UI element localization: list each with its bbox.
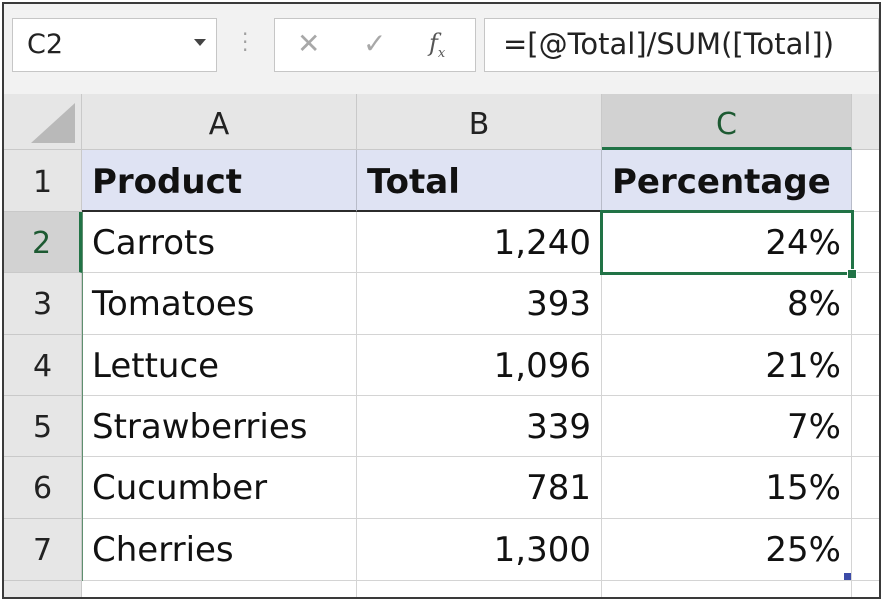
cell-b2[interactable]: 1,240 [357, 212, 602, 273]
cell-c5[interactable]: 7% [602, 396, 852, 457]
formula-input[interactable]: =[@Total]/SUM([Total]) [484, 18, 879, 72]
cell-b1[interactable]: Total [357, 150, 602, 212]
cell-d7[interactable] [852, 519, 879, 581]
cell-c6[interactable]: 15% [602, 457, 852, 519]
formula-text: =[@Total]/SUM([Total]) [503, 27, 835, 61]
row-header-6[interactable]: 6 [4, 457, 82, 519]
worksheet-grid: A B C 1 2 3 4 5 6 7 Product Total Percen… [4, 94, 879, 597]
cell-d1[interactable] [852, 150, 879, 212]
fx-sub: x [437, 45, 446, 61]
cell-b7[interactable]: 1,300 [357, 519, 602, 581]
cell-a4[interactable]: Lettuce [82, 335, 357, 396]
cell-a7[interactable]: Cherries [82, 519, 357, 581]
enter-icon[interactable]: ✓ [363, 27, 387, 60]
cell-b6[interactable]: 781 [357, 457, 602, 519]
row-header-3[interactable]: 3 [4, 273, 82, 335]
formula-buttons: ✕ ✓ fx [274, 18, 476, 72]
cell-c1[interactable]: Percentage [602, 150, 852, 212]
cell-a5[interactable]: Strawberries [82, 396, 357, 457]
cell-a2[interactable]: Carrots [82, 212, 357, 273]
chevron-down-icon[interactable] [194, 39, 206, 46]
row-header-2[interactable]: 2 [4, 212, 82, 273]
cancel-icon[interactable]: ✕ [297, 27, 321, 60]
cell-d2[interactable] [852, 212, 879, 273]
cell-d4[interactable] [852, 335, 879, 396]
cell-c4[interactable]: 21% [602, 335, 852, 396]
cell-c3[interactable]: 8% [602, 273, 852, 335]
table-resize-handle[interactable] [844, 573, 851, 580]
cell-b8[interactable] [357, 581, 602, 597]
cell-c2[interactable]: 24% [602, 212, 852, 273]
row-header-7[interactable]: 7 [4, 519, 82, 581]
cell-d5[interactable] [852, 396, 879, 457]
cell-a3[interactable]: Tomatoes [82, 273, 357, 335]
row-header-1[interactable]: 1 [4, 150, 82, 212]
cell-c7[interactable]: 25% [602, 519, 852, 581]
cell-d3[interactable] [852, 273, 879, 335]
cell-a8[interactable] [82, 581, 357, 597]
cell-b4[interactable]: 1,096 [357, 335, 602, 396]
name-box[interactable]: C2 [12, 18, 217, 72]
select-all-icon [31, 103, 75, 143]
cell-b5[interactable]: 339 [357, 396, 602, 457]
cell-a1[interactable]: Product [82, 150, 357, 212]
column-header-a[interactable]: A [82, 94, 357, 150]
row-header-4[interactable]: 4 [4, 335, 82, 396]
fill-handle[interactable] [847, 269, 857, 279]
cell-b3[interactable]: 393 [357, 273, 602, 335]
cell-c8[interactable] [602, 581, 852, 597]
column-header-b[interactable]: B [357, 94, 602, 150]
row-header-8[interactable] [4, 581, 82, 597]
column-header-c[interactable]: C [602, 94, 852, 150]
name-box-value: C2 [27, 29, 64, 60]
table-left-edge [82, 212, 83, 581]
row-header-5[interactable]: 5 [4, 396, 82, 457]
insert-function-icon[interactable]: fx [429, 29, 445, 61]
cell-a6[interactable]: Cucumber [82, 457, 357, 519]
fx-label: f [429, 29, 438, 57]
formula-bar: C2 · · · ✕ ✓ fx =[@Total]/SUM([Total]) [4, 4, 879, 94]
select-all-button[interactable] [4, 94, 82, 150]
drag-handle-icon[interactable]: · · · [242, 22, 249, 62]
column-header-d[interactable] [852, 94, 879, 150]
cell-d6[interactable] [852, 457, 879, 519]
